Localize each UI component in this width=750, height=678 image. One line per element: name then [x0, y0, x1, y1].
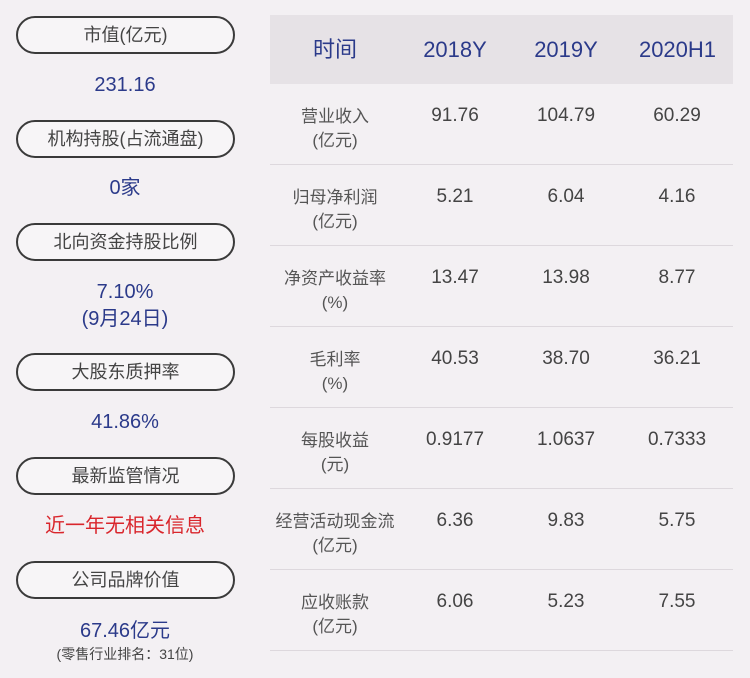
table-row — [270, 570, 733, 651]
header-cell: 2019Y — [534, 37, 598, 62]
metric-value: (9月24日) — [81, 308, 169, 330]
table-row — [270, 246, 733, 327]
row-value: 6.36 — [436, 510, 474, 531]
header-cell: 2018Y — [423, 37, 487, 62]
row-value: 5.21 — [436, 186, 474, 207]
row-label: 净资产收益率 — [284, 269, 386, 288]
row-value: 0.9177 — [425, 429, 485, 450]
row-label: 每股收益 — [301, 431, 369, 450]
row-label: (%) — [321, 374, 349, 393]
row-value: 13.47 — [431, 267, 479, 288]
table-row — [270, 165, 733, 246]
row-value: 0.7333 — [647, 429, 707, 450]
table-row — [270, 489, 733, 570]
table-header-bg — [270, 15, 733, 84]
row-label: (亿元) — [312, 617, 358, 636]
table-row — [270, 327, 733, 408]
row-value: 38.70 — [542, 348, 590, 369]
metric-value: 231.16 — [94, 74, 156, 96]
label-pill: 大股东质押率 — [16, 353, 235, 391]
label-pill: 市值(亿元) — [16, 16, 235, 54]
row-value: 60.29 — [653, 105, 701, 126]
metric-value: 近一年无相关信息 — [45, 515, 205, 537]
row-value: 36.21 — [653, 348, 701, 369]
row-value: 1.0637 — [536, 429, 596, 450]
row-label: (%) — [321, 293, 349, 312]
row-value: 104.79 — [536, 105, 596, 126]
label-pill: 机构持股(占流通盘) — [16, 120, 235, 158]
row-label: 应收账款 — [301, 593, 369, 612]
row-value: 6.06 — [436, 591, 474, 612]
row-label: (亿元) — [312, 536, 358, 555]
row-value: 5.23 — [547, 591, 585, 612]
row-label: 营业收入 — [301, 107, 369, 126]
row-value: 13.98 — [542, 267, 590, 288]
label-pill: 公司品牌价值 — [16, 561, 235, 599]
row-value: 8.77 — [658, 267, 696, 288]
row-label: 归母净利润 — [292, 188, 378, 207]
header-cell: 时间 — [312, 37, 357, 62]
row-value: 4.16 — [658, 186, 696, 207]
header-cell: 2020H1 — [638, 37, 717, 62]
label-pill: 最新监管情况 — [16, 457, 235, 495]
metric-value: 0家 — [109, 177, 141, 199]
row-value: 91.76 — [431, 105, 479, 126]
row-value: 9.83 — [547, 510, 585, 531]
row-label: 经营活动现金流 — [275, 512, 395, 531]
row-label: (元) — [320, 455, 350, 474]
metric-value: 41.86% — [91, 411, 159, 433]
table-row — [270, 84, 733, 165]
row-value: 6.04 — [547, 186, 585, 207]
row-label: (亿元) — [312, 131, 358, 150]
row-value: 40.53 — [431, 348, 479, 369]
label-pill: 北向资金持股比例 — [16, 223, 235, 261]
row-value: 7.55 — [658, 591, 696, 612]
table-row — [270, 408, 733, 489]
metric-value: 67.46亿元 — [79, 620, 171, 642]
row-value: 5.75 — [658, 510, 696, 531]
metric-value: 7.10% — [96, 281, 154, 303]
row-label: (亿元) — [312, 212, 358, 231]
row-label: 毛利率 — [309, 350, 361, 369]
metric-note: (零售行业排名：31位) — [56, 646, 194, 662]
